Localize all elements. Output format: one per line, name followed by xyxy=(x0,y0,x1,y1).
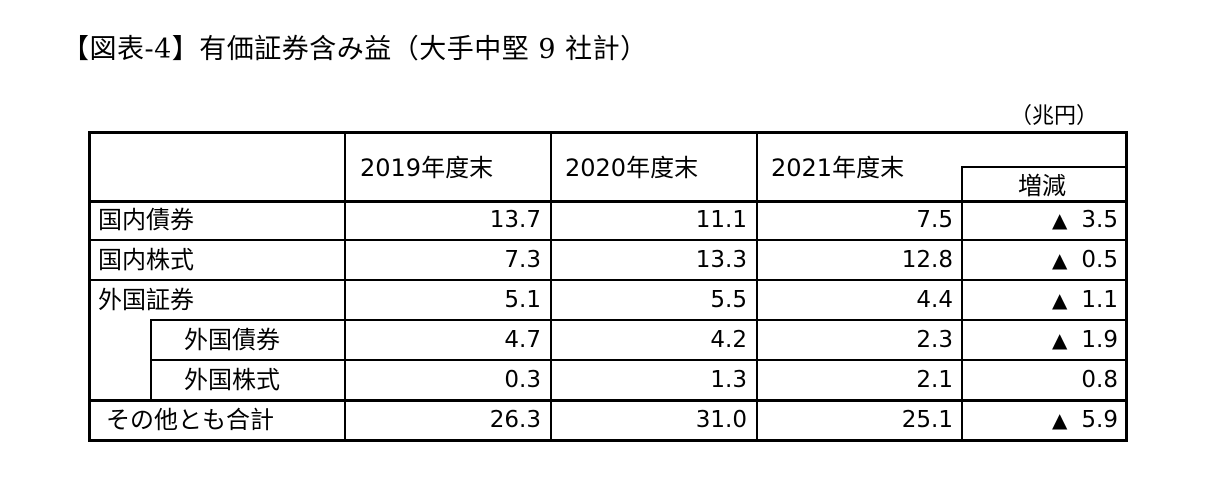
row-label: 国内株式 xyxy=(98,246,194,274)
cell-2021: 4.4 xyxy=(916,287,953,313)
col-divider xyxy=(550,131,552,441)
total-divider xyxy=(88,399,1128,402)
col-header-2021: 2021年度末 xyxy=(771,154,905,182)
change-value: 0.8 xyxy=(1081,367,1118,393)
table-border-top xyxy=(88,131,1128,134)
col-divider xyxy=(344,131,346,441)
cell-2020: 5.5 xyxy=(710,287,747,313)
cell-2021: 7.5 xyxy=(916,207,953,233)
cell-2020: 4.2 xyxy=(710,327,747,353)
row-label: 国内債券 xyxy=(98,206,194,234)
change-value: 1.1 xyxy=(1081,287,1118,313)
cell-2020: 11.1 xyxy=(695,207,747,233)
cell-2019: 0.3 xyxy=(504,367,541,393)
table-border-left xyxy=(88,131,91,441)
triangle-icon: ▲ xyxy=(1052,208,1068,232)
row-label-total: その他とも合計 xyxy=(106,406,274,434)
triangle-icon: ▲ xyxy=(1052,288,1068,312)
change-value: 1.9 xyxy=(1081,327,1118,353)
cell-2019: 7.3 xyxy=(504,247,541,273)
cell-2020: 31.0 xyxy=(695,407,747,433)
table-border-right xyxy=(1125,131,1128,441)
row-divider xyxy=(88,239,1128,241)
cell-2020: 13.3 xyxy=(695,247,747,273)
triangle-icon: ▲ xyxy=(1052,248,1068,272)
cell-2021: 12.8 xyxy=(901,247,953,273)
col-divider xyxy=(756,131,758,441)
row-label: 外国株式 xyxy=(184,366,280,394)
figure-title: 【図表-4】有価証券含み益（大手中堅 9 社計） xyxy=(62,34,648,65)
row-divider xyxy=(150,319,1128,321)
cell-2019: 13.7 xyxy=(489,207,541,233)
col-header-2019: 2019年度末 xyxy=(360,154,494,182)
cell-2021: 2.3 xyxy=(916,327,953,353)
cell-change: 0.8 xyxy=(1067,365,1118,395)
col-header-2020: 2020年度末 xyxy=(565,154,699,182)
col-divider xyxy=(150,319,152,399)
cell-change: ▲ 3.5 xyxy=(1052,205,1118,235)
unit-label: （兆円） xyxy=(1010,104,1099,129)
triangle-icon: ▲ xyxy=(1052,328,1068,352)
row-label: 外国債券 xyxy=(184,326,280,354)
cell-change: ▲ 0.5 xyxy=(1052,245,1118,275)
col-header-change: 増減 xyxy=(1018,172,1066,200)
cell-2019: 26.3 xyxy=(489,407,541,433)
cell-change: ▲ 5.9 xyxy=(1052,405,1118,435)
change-value: 5.9 xyxy=(1081,407,1118,433)
table-border-bottom xyxy=(88,439,1128,442)
cell-2021: 2.1 xyxy=(916,367,953,393)
change-value: 3.5 xyxy=(1081,207,1118,233)
holdings-table: 2019年度末 2020年度末 2021年度末 増減 国内債券 13.7 11.… xyxy=(88,131,1128,442)
cell-change: ▲ 1.9 xyxy=(1052,325,1118,355)
header-divider xyxy=(88,200,1128,203)
cell-2019: 4.7 xyxy=(504,327,541,353)
row-label: 外国証券 xyxy=(98,286,194,314)
row-divider xyxy=(88,279,1128,281)
cell-2019: 5.1 xyxy=(504,287,541,313)
cell-2020: 1.3 xyxy=(710,367,747,393)
cell-2021: 25.1 xyxy=(901,407,953,433)
cell-change: ▲ 1.1 xyxy=(1052,285,1118,315)
change-value: 0.5 xyxy=(1081,247,1118,273)
row-divider xyxy=(150,359,1128,361)
col-divider xyxy=(961,166,963,441)
change-header-divider xyxy=(961,166,1128,168)
triangle-icon: ▲ xyxy=(1052,408,1068,432)
